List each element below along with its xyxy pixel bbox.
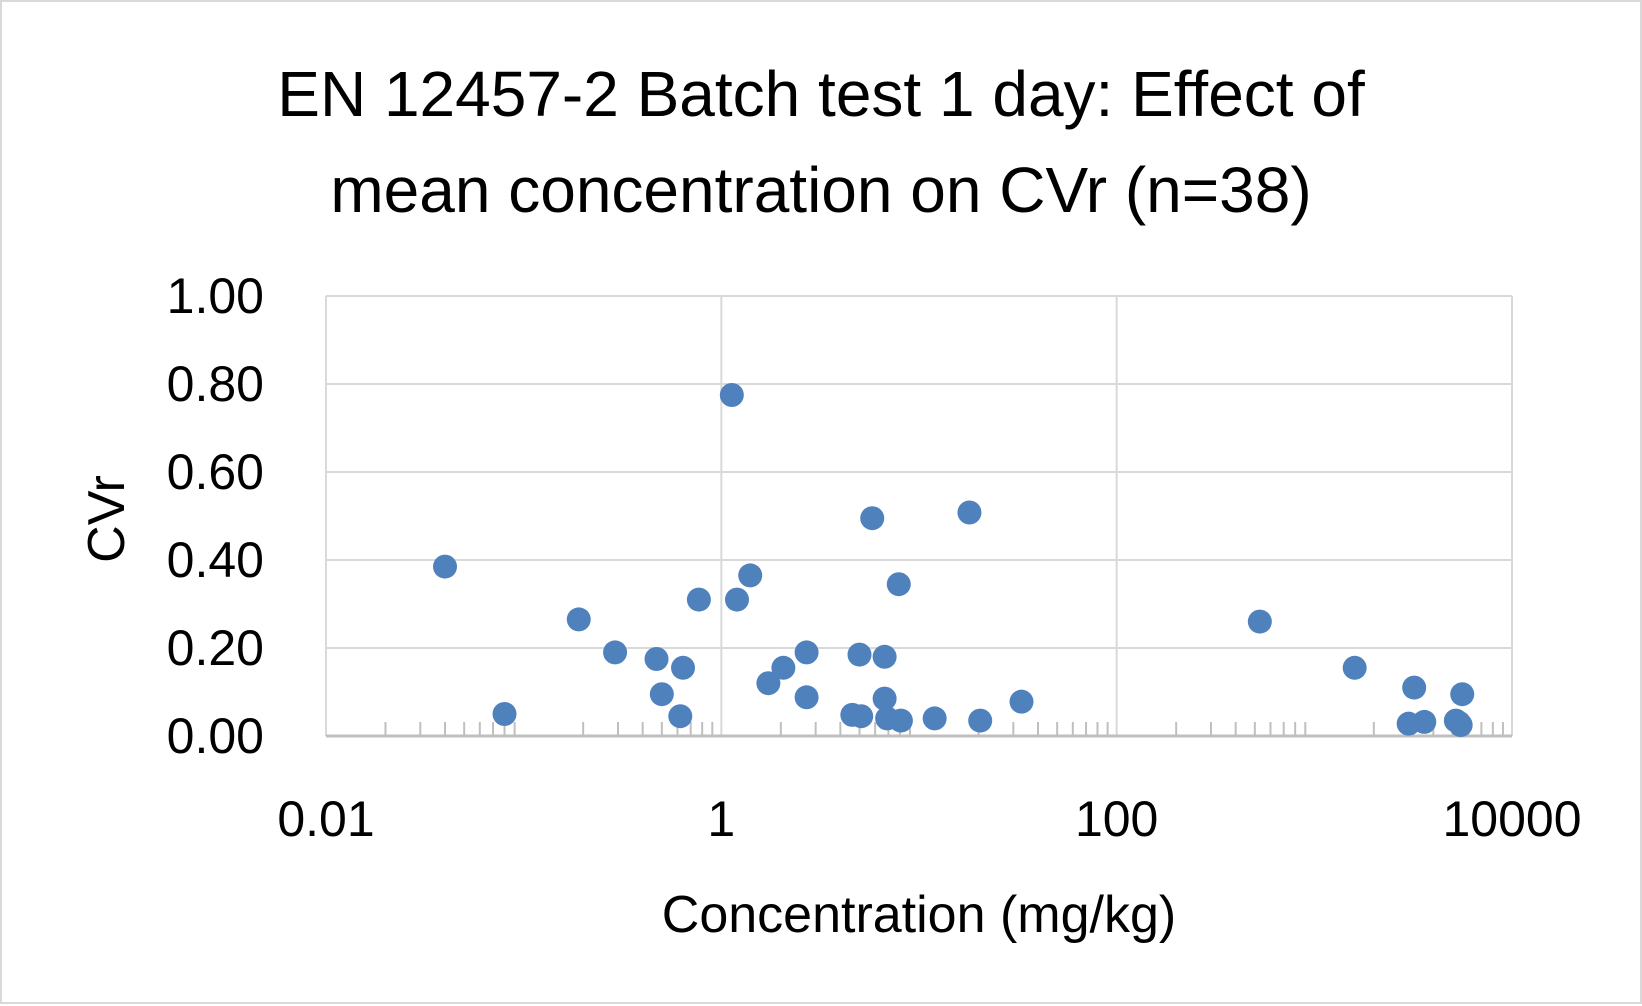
chart-title-line-1: EN 12457-2 Batch test 1 day: Effect of <box>277 58 1365 130</box>
y-tick-label: 0.40 <box>167 532 264 588</box>
data-point <box>872 686 897 711</box>
gridlines <box>325 295 1513 736</box>
minor-ticks <box>384 722 1504 736</box>
data-point <box>644 647 669 671</box>
data-point <box>492 702 517 726</box>
data-point <box>756 671 781 696</box>
y-tick-label: 0.20 <box>167 620 264 676</box>
y-tick-label: 0.00 <box>167 708 264 764</box>
data-point <box>566 607 591 632</box>
data-point <box>849 704 874 729</box>
data-point <box>860 506 885 531</box>
data-point <box>433 554 458 579</box>
data-point <box>957 500 982 525</box>
data-point <box>1450 682 1475 707</box>
x-tick-label: 100 <box>1075 791 1158 847</box>
data-point <box>668 704 693 729</box>
chart-title: EN 12457-2 Batch test 1 day: Effect of m… <box>2 46 1640 238</box>
data-point <box>968 708 993 733</box>
data-point <box>671 655 696 680</box>
data-point <box>886 572 911 597</box>
data-point <box>603 640 628 665</box>
data-point <box>1247 609 1272 634</box>
data-point <box>686 587 711 612</box>
data-point <box>1402 675 1427 700</box>
data-point <box>649 682 674 707</box>
y-tick-label: 0.60 <box>167 444 264 500</box>
data-point <box>771 655 796 680</box>
x-tick-labels: 0.01 1 100 10000 <box>277 791 1581 847</box>
data-point <box>794 640 819 665</box>
y-tick-label: 0.80 <box>167 356 264 412</box>
x-tick-label: 0.01 <box>277 791 374 847</box>
x-tick-label: 10000 <box>1442 791 1581 847</box>
data-point <box>1447 710 1472 735</box>
data-point <box>872 644 897 669</box>
data-point <box>1009 689 1034 714</box>
data-point <box>794 685 819 710</box>
x-tick-label: 1 <box>707 791 735 847</box>
y-tick-labels: 0.00 0.20 0.40 0.60 0.80 1.00 <box>167 268 264 764</box>
y-axis-label: CVr <box>78 475 136 563</box>
data-point <box>1412 709 1437 734</box>
data-point <box>738 563 763 588</box>
data-points <box>433 383 1475 737</box>
data-point <box>847 642 872 667</box>
data-point <box>1342 655 1367 680</box>
y-tick-label: 1.00 <box>167 268 264 324</box>
data-point <box>922 706 947 731</box>
data-point <box>888 708 913 733</box>
x-axis-label: Concentration (mg/kg) <box>662 886 1176 944</box>
data-point <box>724 587 749 612</box>
data-point <box>719 383 744 407</box>
chart-title-line-2: mean concentration on CVr (n=38) <box>330 154 1312 226</box>
